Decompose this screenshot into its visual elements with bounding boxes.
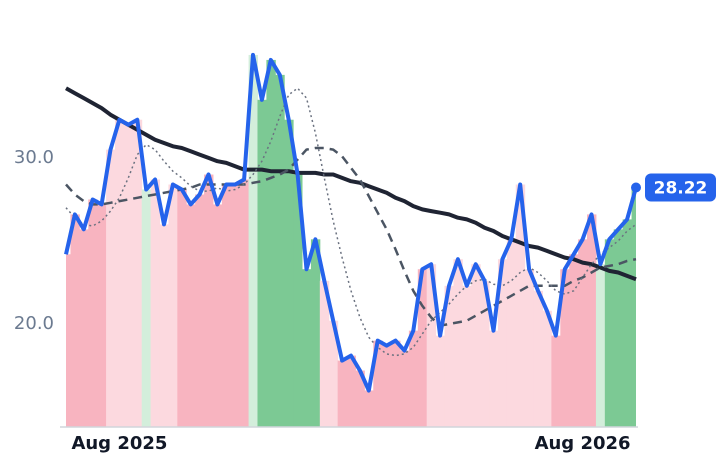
band [382,345,392,427]
band [186,204,196,427]
band [177,189,187,427]
band [497,259,508,427]
price-badge [645,173,716,202]
band [373,340,383,427]
band [337,360,348,427]
band [444,285,454,427]
band [275,74,285,427]
band [346,355,356,427]
y-tick-label: 20.0 [14,313,54,334]
band [524,269,535,427]
x-tick-label: Aug 2026 [535,433,631,454]
x-tick-label: Aug 2025 [71,433,167,454]
series-line [65,86,637,282]
band [123,124,134,427]
band [230,184,241,427]
band [70,214,80,427]
band [284,119,294,427]
band [551,335,561,427]
bands [66,54,636,427]
band [515,184,526,427]
band [587,214,597,427]
band [399,350,410,427]
band [489,330,499,427]
last-point [631,182,641,193]
band [560,269,570,427]
band [257,99,267,427]
price-label: 28.22 [654,178,708,198]
band [293,174,303,427]
lines [64,52,638,393]
band [328,320,339,427]
band [542,310,552,427]
band [239,179,250,427]
band [221,184,232,427]
band [159,224,169,427]
band [613,229,624,427]
band [569,254,579,427]
band [266,59,276,427]
band [631,187,636,427]
series-line [65,87,637,357]
band [578,239,588,427]
band [533,290,543,427]
band [79,229,89,427]
band [97,204,107,427]
band [319,280,330,427]
band [302,269,312,427]
y-tick-label: 30.0 [14,147,54,168]
band [426,264,437,427]
band [408,330,419,427]
band [66,254,71,427]
band [391,340,401,427]
band [168,184,178,427]
band [462,285,472,427]
band [480,280,490,427]
band [248,54,258,427]
band [114,119,125,427]
band [453,259,463,427]
series-line [64,52,638,393]
band [355,370,365,427]
band [195,194,205,427]
band [141,189,152,427]
band [106,149,116,427]
band [150,179,161,427]
band [310,239,321,427]
band [506,239,517,427]
band [604,239,615,427]
band [435,335,446,427]
band [364,390,374,427]
series-line [65,146,637,327]
band [471,264,481,427]
band [88,199,98,427]
band [212,204,223,427]
band [595,264,606,427]
band [622,219,633,427]
band [417,269,428,427]
band [204,174,214,427]
band [132,119,143,427]
